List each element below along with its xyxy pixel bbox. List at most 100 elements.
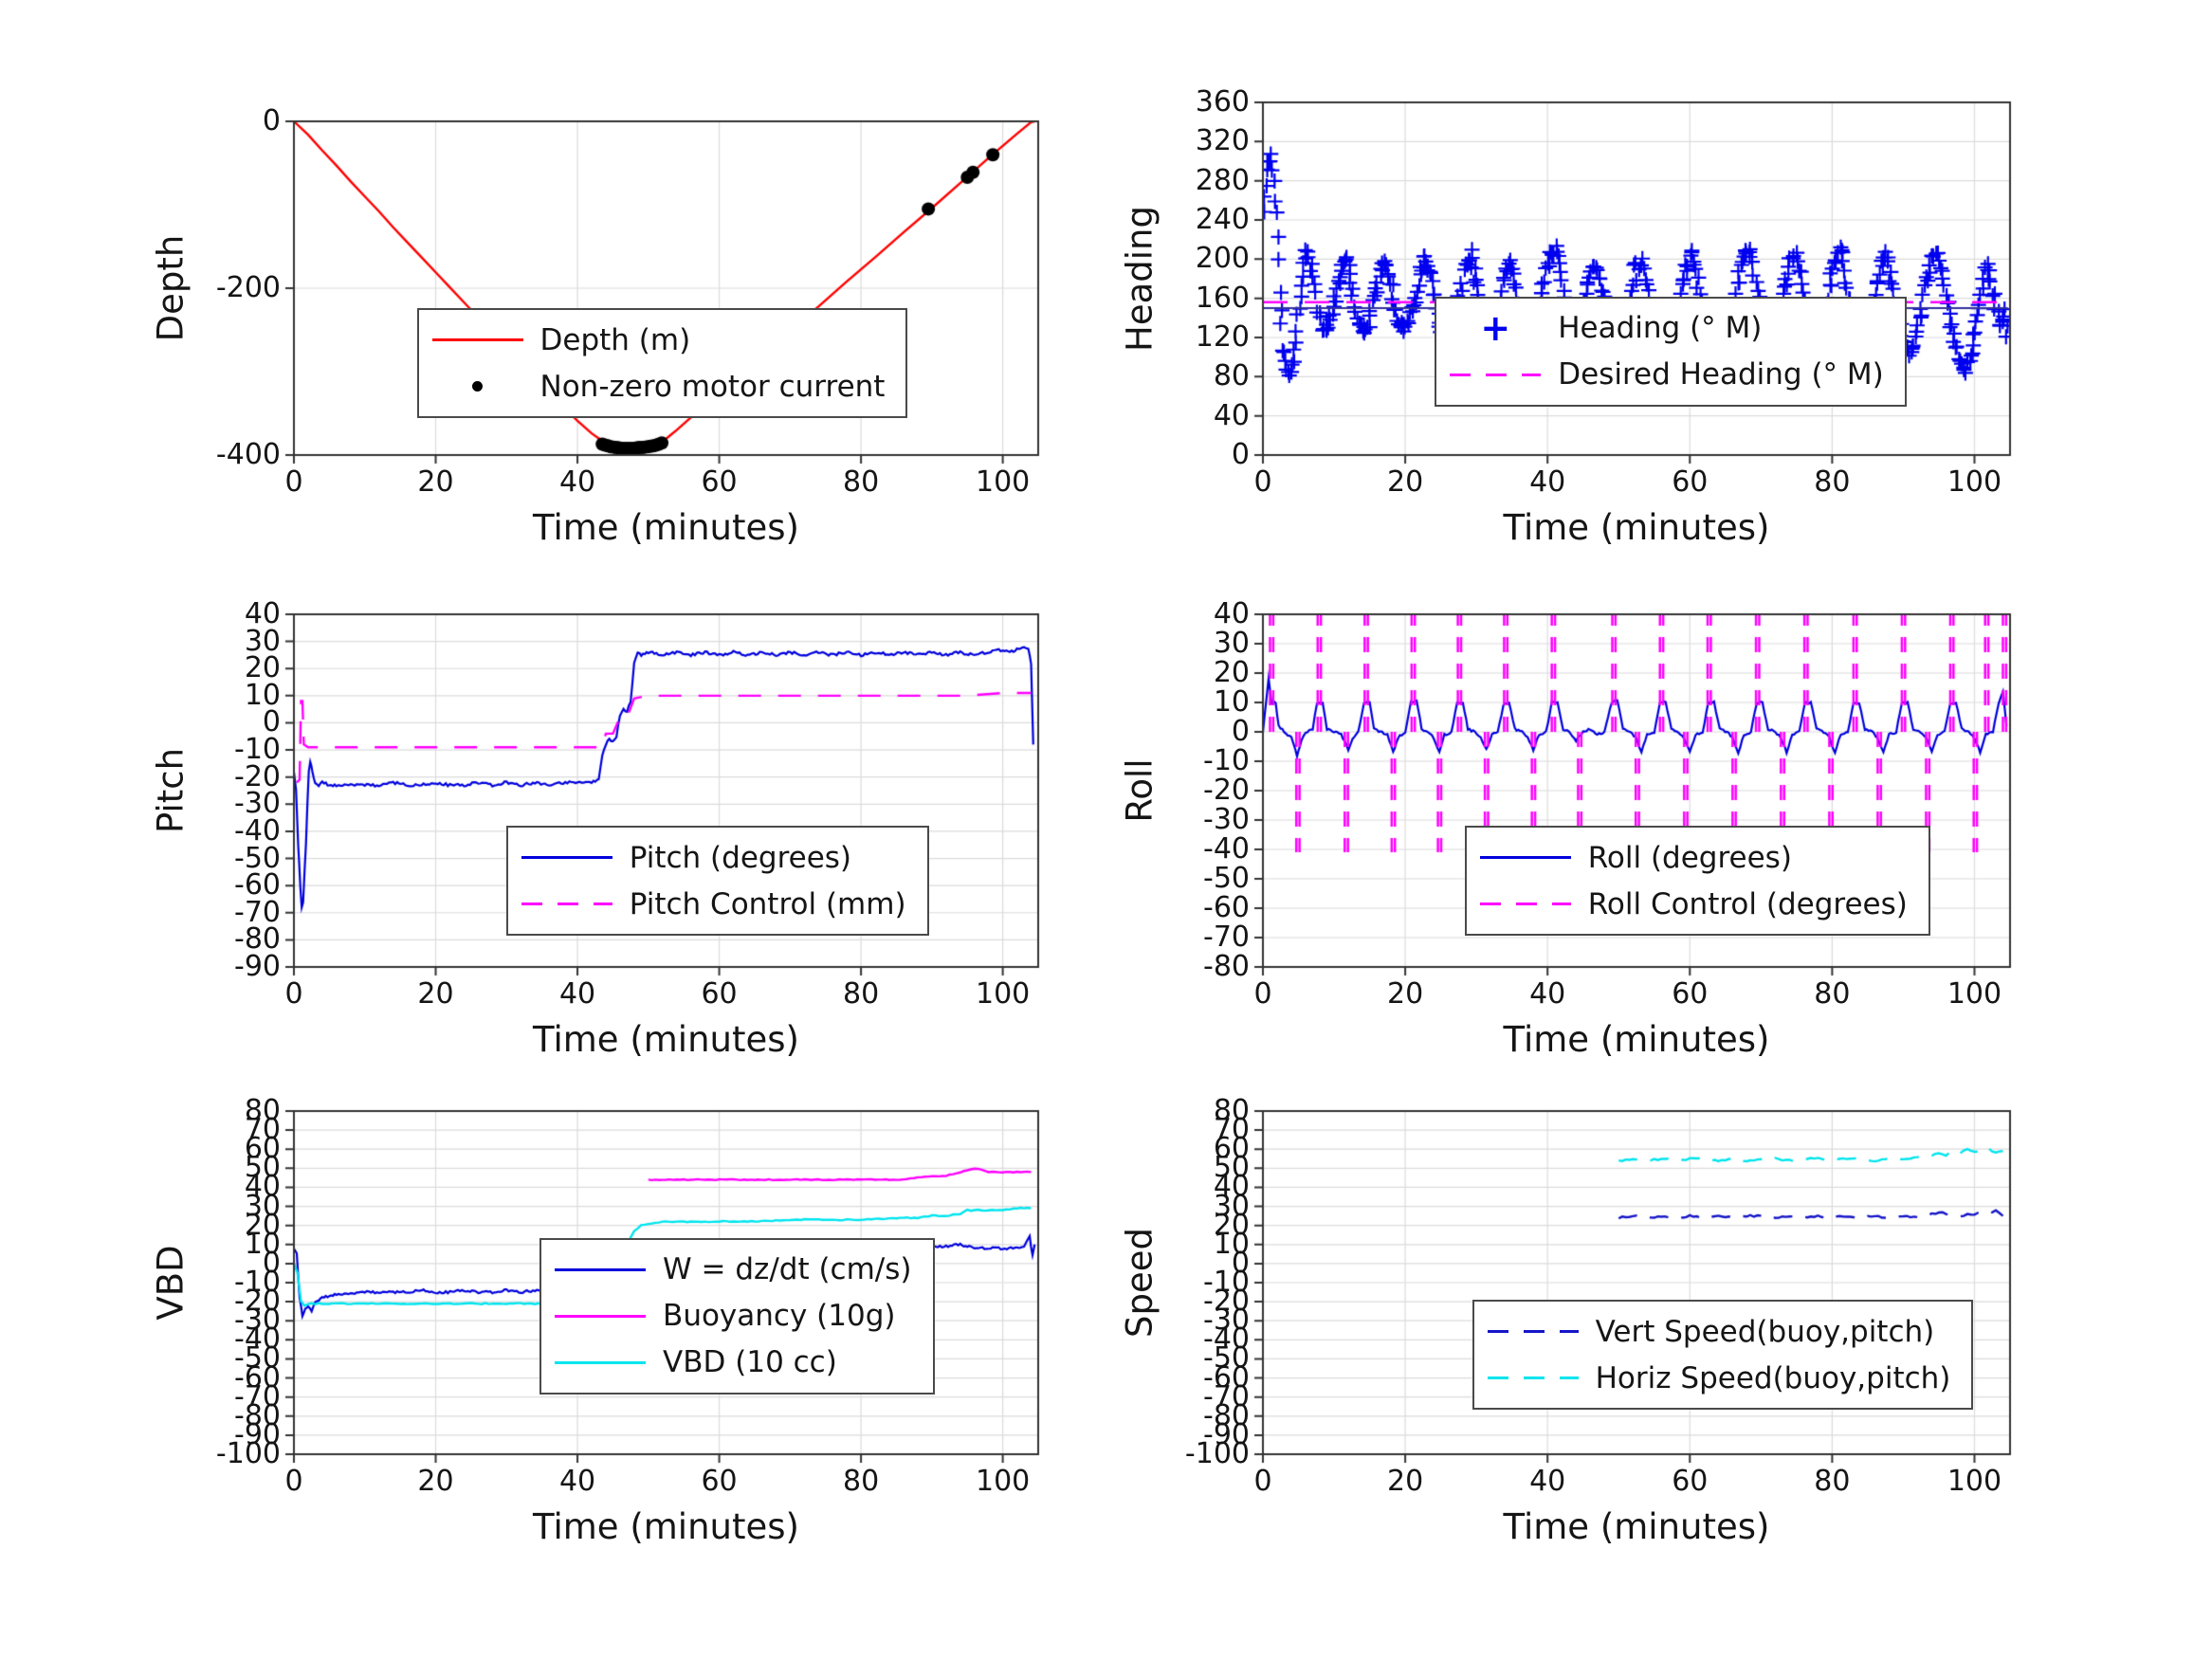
dashed-line-sample-icon [521, 902, 612, 906]
vbd-ytick-20: 20 [244, 1208, 281, 1242]
vbd-xtick-20: 20 [417, 1465, 454, 1498]
vbd-xtick-0: 0 [284, 1465, 303, 1498]
vbd-xtick-40: 40 [558, 1465, 596, 1498]
depth-legend-label-0: Depth (m) [539, 322, 691, 357]
depth-legend-row: Depth (m) [431, 318, 886, 362]
speed-ytick--30: -30 [1203, 1304, 1250, 1338]
speed-ytick--60: -60 [1203, 1360, 1250, 1395]
depth-ytick--200: -200 [215, 271, 281, 304]
heading-xlabel: Time (minutes) [1503, 507, 1770, 548]
dot-marker-icon [472, 381, 484, 392]
pitch-ytick--60: -60 [234, 868, 281, 902]
vbd-ytick-60: 60 [244, 1132, 281, 1166]
depth-xtick-20: 20 [417, 465, 454, 499]
vbd-ytick--60: -60 [234, 1360, 281, 1395]
speed-legend-label-1: Horiz Speed(buoy,pitch) [1595, 1360, 1951, 1395]
roll-legend: Roll (degrees) Roll Control (degrees) [1464, 826, 1930, 937]
speed-ytick--100: -100 [1184, 1437, 1250, 1470]
speed-ylabel: Speed [1119, 1228, 1161, 1338]
speed-xtick-60: 60 [1672, 1465, 1709, 1498]
roll-ytick-40: 40 [1213, 597, 1250, 630]
speed-ytick--40: -40 [1203, 1322, 1250, 1357]
solid-line-sample-icon [1479, 856, 1571, 860]
solid-line-sample-icon [521, 856, 612, 860]
solid-line-sample-icon [555, 1267, 647, 1271]
roll-legend-label-0: Roll (degrees) [1587, 840, 1792, 875]
speed-ytick-60: 60 [1213, 1132, 1250, 1166]
vbd-ytick-0: 0 [262, 1246, 281, 1280]
dashed-line-sample-icon [1487, 1376, 1579, 1380]
pitch-ytick-0: 0 [262, 705, 281, 739]
vbd-ytick-30: 30 [244, 1189, 281, 1223]
heading-xtick-80: 80 [1814, 465, 1851, 499]
depth-ytick-0: 0 [262, 104, 281, 137]
solid-line-sample-icon [555, 1314, 647, 1318]
speed-ytick--20: -20 [1203, 1285, 1250, 1319]
speed-ytick--80: -80 [1203, 1398, 1250, 1432]
speed-ytick-70: 70 [1213, 1113, 1250, 1147]
vbd-ytick-50: 50 [244, 1151, 281, 1185]
vbd-ytick--80: -80 [234, 1398, 281, 1432]
vbd-legend-label-0: W = dz/dt (cm/s) [663, 1252, 912, 1287]
vbd-ytick--50: -50 [234, 1341, 281, 1376]
speed-xtick-20: 20 [1387, 1465, 1424, 1498]
solid-line-sample-icon [431, 338, 523, 342]
roll-ytick--40: -40 [1203, 832, 1250, 866]
speed-ytick--70: -70 [1203, 1379, 1250, 1413]
vbd-legend-row: VBD (10 cc) [555, 1340, 911, 1385]
heading-ylabel: Heading [1119, 206, 1161, 352]
pitch-ytick--50: -50 [234, 841, 281, 875]
heading-ytick-200: 200 [1195, 242, 1250, 276]
heading-legend-row: + Heading (° M) [1450, 306, 1884, 351]
roll-xtick-20: 20 [1387, 977, 1424, 1011]
heading-legend: + Heading (° M) Desired Heading (° M) [1435, 296, 1907, 407]
speed-legend-label-0: Vert Speed(buoy,pitch) [1595, 1314, 1935, 1349]
pitch-ytick-20: 20 [244, 651, 281, 685]
roll-xtick-40: 40 [1529, 977, 1566, 1011]
roll-ytick--50: -50 [1203, 862, 1250, 895]
vbd-ytick--90: -90 [234, 1417, 281, 1451]
speed-ytick-80: 80 [1213, 1094, 1250, 1127]
pitch-xtick-20: 20 [417, 977, 454, 1011]
speed-xtick-100: 100 [1947, 1465, 2002, 1498]
heading-xtick-0: 0 [1253, 465, 1272, 499]
dashed-line-sample-icon [1487, 1376, 1579, 1380]
roll-ytick--20: -20 [1203, 774, 1250, 807]
pitch-ytick--20: -20 [234, 759, 281, 793]
heading-ytick-80: 80 [1213, 359, 1250, 393]
solid-line-sample-icon [431, 338, 523, 342]
pitch-xlabel: Time (minutes) [533, 1019, 799, 1060]
roll-ytick-20: 20 [1213, 656, 1250, 689]
roll-legend-row: Roll (degrees) [1479, 835, 1908, 880]
heading-legend-label-1: Desired Heading (° M) [1558, 357, 1884, 392]
roll-ytick--70: -70 [1203, 921, 1250, 954]
roll-xtick-0: 0 [1253, 977, 1272, 1011]
speed-ytick-30: 30 [1213, 1189, 1250, 1223]
roll-xtick-100: 100 [1947, 977, 2002, 1011]
roll-ytick--60: -60 [1203, 891, 1250, 924]
depth-xtick-40: 40 [558, 465, 596, 499]
depth-xtick-60: 60 [701, 465, 738, 499]
dashed-line-sample-icon [1487, 1330, 1579, 1334]
pitch-ytick--10: -10 [234, 733, 281, 767]
heading-ytick-0: 0 [1231, 438, 1250, 471]
vbd-legend-row: Buoyancy (10g) [555, 1294, 911, 1339]
depth-legend: Depth (m) Non-zero motor current [416, 308, 908, 419]
speed-ytick-20: 20 [1213, 1208, 1250, 1242]
heading-ytick-120: 120 [1195, 320, 1250, 354]
pitch-xtick-40: 40 [558, 977, 596, 1011]
pitch-legend: Pitch (degrees) Pitch Control (mm) [505, 826, 929, 937]
pitch-ylabel: Pitch [150, 747, 192, 834]
pitch-xtick-60: 60 [701, 977, 738, 1011]
solid-line-sample-icon [1479, 856, 1571, 860]
vbd-xtick-60: 60 [701, 1465, 738, 1498]
pitch-xtick-80: 80 [843, 977, 880, 1011]
vbd-ytick--70: -70 [234, 1379, 281, 1413]
speed-legend-row: Vert Speed(buoy,pitch) [1487, 1309, 1951, 1354]
speed-xlabel: Time (minutes) [1503, 1506, 1770, 1547]
pitch-ytick--80: -80 [234, 922, 281, 957]
vbd-xlabel: Time (minutes) [533, 1506, 799, 1547]
solid-line-sample-icon [521, 856, 612, 860]
roll-xtick-80: 80 [1814, 977, 1851, 1011]
